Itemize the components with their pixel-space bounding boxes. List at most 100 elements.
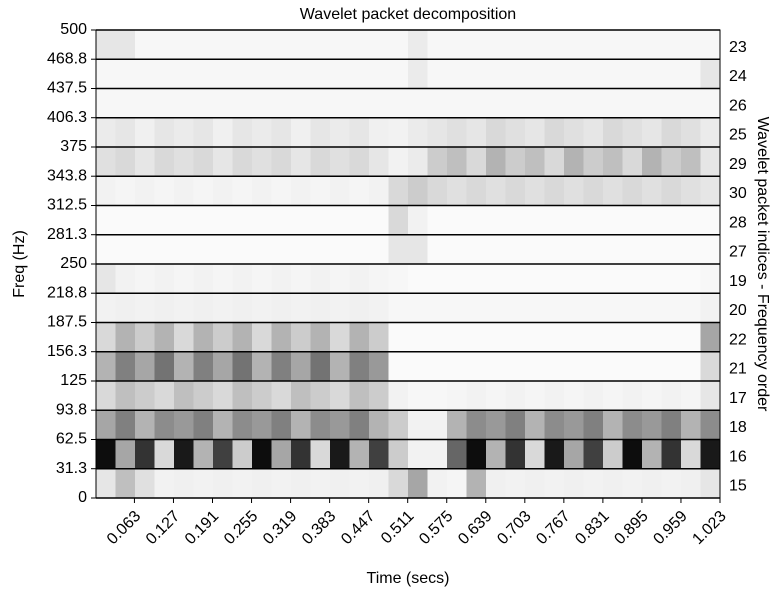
- heat-cell: [193, 439, 214, 470]
- heat-cell: [427, 205, 448, 236]
- heat-cell: [213, 88, 233, 119]
- heat-cell: [661, 147, 682, 177]
- heat-cell: [700, 293, 721, 323]
- heat-cell: [525, 234, 545, 265]
- heat-cell: [505, 351, 526, 382]
- heat-cell: [525, 176, 545, 206]
- heat-cell: [135, 410, 155, 440]
- heat-cell: [174, 351, 194, 382]
- heat-cell: [505, 293, 526, 323]
- heat-cell: [642, 205, 662, 236]
- heat-cell: [544, 264, 565, 294]
- heat-cell: [135, 468, 155, 499]
- heat-cell: [681, 147, 701, 177]
- heat-cell: [252, 88, 272, 119]
- heat-cell: [369, 468, 389, 499]
- heat-cell: [232, 264, 253, 294]
- heat-cell: [622, 293, 643, 323]
- heat-cell: [642, 468, 662, 499]
- heat-cell: [96, 176, 116, 206]
- heat-cell: [408, 410, 428, 440]
- heat-cell: [466, 88, 487, 119]
- heat-cell: [466, 351, 487, 382]
- heat-cell: [252, 351, 272, 382]
- heat-cell: [681, 468, 701, 499]
- heat-cell: [642, 234, 662, 265]
- heat-cell: [154, 351, 175, 382]
- y2-axis-title: Wavelet packet indices - Frequency order: [754, 117, 771, 412]
- heat-cell: [447, 30, 467, 60]
- heat-cell: [427, 30, 448, 60]
- heat-cell: [661, 88, 682, 119]
- y2-tick-label: 19: [729, 273, 747, 290]
- heat-cell: [544, 468, 565, 499]
- heat-cell: [369, 205, 389, 236]
- heat-cell: [154, 88, 175, 119]
- heat-cell: [603, 117, 623, 148]
- heat-cell: [408, 468, 428, 499]
- heat-cell: [252, 293, 272, 323]
- heat-cell: [96, 264, 116, 294]
- heat-cell: [135, 117, 155, 148]
- heat-cell: [661, 410, 682, 440]
- heat-cell: [96, 439, 116, 470]
- heat-cell: [330, 468, 350, 499]
- heat-cell: [252, 410, 272, 440]
- heat-cell: [408, 88, 428, 119]
- heat-cell: [544, 351, 565, 382]
- heat-cell: [154, 410, 175, 440]
- heat-cell: [603, 147, 623, 177]
- heat-cell: [408, 293, 428, 323]
- heat-cell: [447, 351, 467, 382]
- heat-cell: [252, 30, 272, 60]
- heat-cell: [505, 439, 526, 470]
- heat-cell: [700, 117, 721, 148]
- y-tick-label: 343.8: [47, 167, 87, 184]
- heat-cell: [427, 410, 448, 440]
- heat-cell: [193, 264, 214, 294]
- heat-cell: [408, 351, 428, 382]
- heat-cell: [349, 381, 370, 411]
- heat-cell: [232, 30, 253, 60]
- heat-cell: [349, 117, 370, 148]
- heat-cell: [622, 351, 643, 382]
- heat-cell: [427, 147, 448, 177]
- heat-cell: [564, 381, 584, 411]
- heat-cell: [564, 410, 584, 440]
- heat-cell: [96, 117, 116, 148]
- heat-cell: [291, 117, 311, 148]
- heat-cell: [466, 468, 487, 499]
- heat-cell: [349, 439, 370, 470]
- x-axis-title: Time (secs): [367, 570, 450, 587]
- heat-cell: [154, 381, 175, 411]
- y2-tick-label: 30: [729, 185, 747, 202]
- heat-cell: [388, 176, 409, 206]
- heat-cell: [544, 59, 565, 89]
- heat-cell: [174, 88, 194, 119]
- heat-cell: [486, 381, 506, 411]
- heat-cell: [622, 234, 643, 265]
- heat-cell: [154, 264, 175, 294]
- heat-cell: [603, 293, 623, 323]
- heat-cell: [681, 410, 701, 440]
- heat-cell: [700, 234, 721, 265]
- y-tick-label: 218.8: [47, 284, 87, 301]
- heat-cell: [369, 381, 389, 411]
- heat-cell: [213, 264, 233, 294]
- y2-tick-label: 15: [729, 478, 747, 495]
- heat-cell: [466, 117, 487, 148]
- heat-cell: [603, 468, 623, 499]
- x-tick-label: 0.447: [338, 508, 378, 548]
- heat-cell: [154, 293, 175, 323]
- heat-cell: [564, 59, 584, 89]
- heat-cell: [583, 351, 604, 382]
- heat-cell: [642, 147, 662, 177]
- heat-cell: [271, 293, 292, 323]
- heat-cell: [583, 439, 604, 470]
- heat-cell: [193, 322, 214, 353]
- heat-cell: [505, 205, 526, 236]
- heat-cell: [310, 88, 331, 119]
- heat-cell: [486, 264, 506, 294]
